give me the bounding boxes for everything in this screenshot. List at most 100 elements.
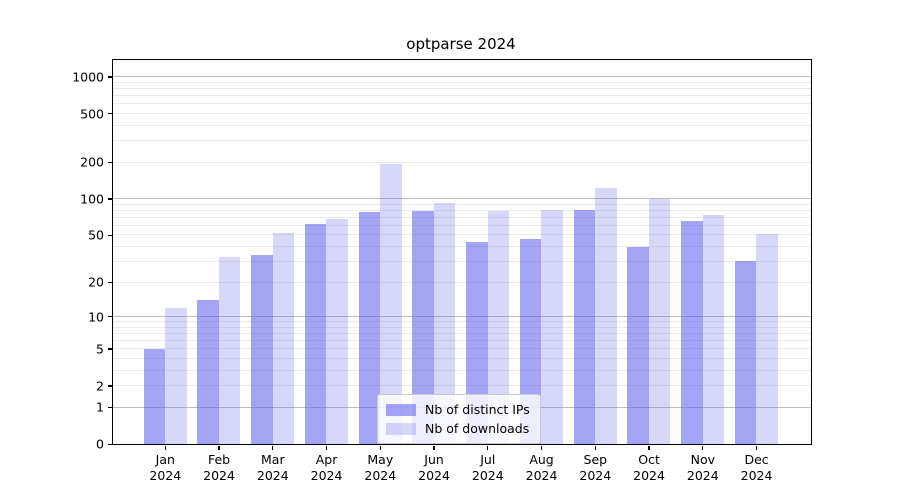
gridline-minor-800 (113, 88, 811, 90)
xtick-mark-feb (218, 445, 220, 451)
bar-ips-oct (627, 246, 649, 444)
gridline-minor-7 (113, 332, 811, 334)
legend-swatch-downloads (386, 422, 416, 435)
gridline-minor-5 (113, 348, 811, 350)
xtick-month: Oct (638, 452, 660, 467)
ytick-mark-100 (107, 198, 112, 200)
bar-downloads-aug (541, 210, 563, 444)
xtick-year: 2024 (633, 468, 665, 484)
xtick-label-nov: Nov 2024 (667, 452, 739, 485)
xtick-month: Jan (155, 452, 175, 467)
bar-downloads-jul (487, 211, 509, 444)
gridline-major-1000 (113, 76, 811, 78)
xtick-label-dec: Dec 2024 (721, 452, 793, 485)
legend-label-downloads: Nb of downloads (425, 421, 530, 436)
bar-downloads-nov (702, 214, 724, 444)
xtick-year: 2024 (579, 468, 612, 484)
ytick-label-50: 50 (88, 227, 104, 243)
xtick-year: 2024 (364, 468, 397, 484)
xtick-month: Dec (744, 452, 769, 467)
gridline-minor-9 (113, 321, 811, 323)
xtick-month: Jun (424, 452, 444, 467)
ytick-label-1: 1 (96, 399, 104, 415)
bar-ips-feb (197, 300, 219, 444)
xtick-label-oct: Oct 2024 (613, 452, 685, 485)
ytick-label-500: 500 (80, 106, 104, 122)
gridline-minor-6 (113, 340, 811, 342)
ytick-mark-50 (107, 234, 112, 236)
bar-ips-jul (466, 241, 488, 444)
xtick-label-sep: Sep 2024 (559, 452, 631, 485)
xtick-label-jul: Jul 2024 (452, 452, 524, 485)
gridline-minor-200 (113, 161, 811, 163)
xtick-mark-jun (433, 445, 435, 451)
bar-ips-sep (573, 210, 595, 444)
bar-ips-apr (304, 223, 327, 444)
xtick-mark-aug (540, 445, 543, 451)
xtick-mark-dec (755, 445, 758, 451)
xtick-year: 2024 (149, 468, 182, 484)
gridline-minor-20 (113, 281, 811, 283)
gridline-minor-600 (113, 103, 811, 105)
ytick-mark-2 (107, 385, 112, 387)
ytick-mark-0 (107, 443, 112, 445)
ytick-mark-10 (107, 316, 112, 318)
xtick-label-feb: Feb 2024 (183, 452, 255, 485)
gridline-minor-8 (113, 326, 811, 328)
xtick-month: Aug (529, 452, 554, 467)
xtick-year: 2024 (686, 468, 719, 484)
legend-swatch-distinct-ips (386, 403, 416, 416)
bar-downloads-jun (433, 203, 456, 444)
xtick-month: Mar (261, 452, 285, 467)
ytick-mark-500 (107, 113, 112, 115)
gridline-minor-2 (113, 385, 811, 387)
xtick-label-may: May 2024 (344, 452, 416, 485)
xtick-label-jun: Jun 2024 (398, 452, 470, 485)
bar-ips-dec (734, 261, 757, 444)
bar-downloads-mar (272, 232, 294, 444)
bar-ips-jun (412, 211, 434, 444)
bar-ips-may (358, 211, 380, 444)
gridline-minor-4 (113, 357, 811, 359)
legend-item-distinct-ips: Nb of distinct IPs (386, 400, 530, 419)
ytick-label-5: 5 (96, 341, 104, 357)
ytick-label-0: 0 (96, 436, 104, 452)
gridline-minor-700 (113, 95, 811, 97)
bar-ips-jan (143, 348, 165, 444)
legend-item-downloads: Nb of downloads (386, 419, 530, 438)
ytick-label-1000: 1000 (72, 69, 104, 85)
xtick-year: 2024 (525, 468, 558, 484)
xtick-month: Nov (690, 452, 715, 467)
ytick-mark-5 (107, 348, 112, 350)
gridline-minor-300 (113, 140, 811, 142)
gridline-major-10 (113, 316, 811, 318)
xtick-year: 2024 (256, 468, 289, 484)
bar-ips-aug (519, 239, 542, 444)
bar-downloads-dec (756, 233, 778, 444)
ytick-label-10: 10 (88, 309, 104, 325)
xtick-mark-mar (272, 445, 274, 451)
gridline-minor-500 (113, 113, 811, 115)
ytick-mark-20 (107, 281, 112, 284)
bar-downloads-apr (326, 218, 348, 444)
bar-downloads-jan (165, 307, 187, 444)
xtick-year: 2024 (310, 468, 343, 484)
ytick-mark-1000 (107, 76, 112, 78)
bar-downloads-sep (595, 188, 617, 444)
xtick-year: 2024 (418, 468, 450, 484)
gridline-minor-80 (113, 209, 811, 211)
bar-downloads-may (380, 164, 402, 444)
gridline-minor-50 (113, 234, 811, 236)
xtick-year: 2024 (471, 468, 504, 484)
legend-label-distinct-ips: Nb of distinct IPs (425, 402, 530, 417)
xtick-label-aug: Aug 2024 (506, 452, 578, 485)
xtick-month: Apr (315, 452, 338, 467)
ytick-label-200: 200 (80, 154, 104, 170)
xtick-month: Sep (583, 452, 608, 467)
ytick-label-2: 2 (96, 378, 104, 394)
xtick-label-apr: Apr 2024 (291, 452, 363, 485)
xtick-mark-jul (487, 445, 489, 451)
xtick-mark-oct (648, 445, 650, 451)
gridline-minor-40 (113, 246, 811, 248)
